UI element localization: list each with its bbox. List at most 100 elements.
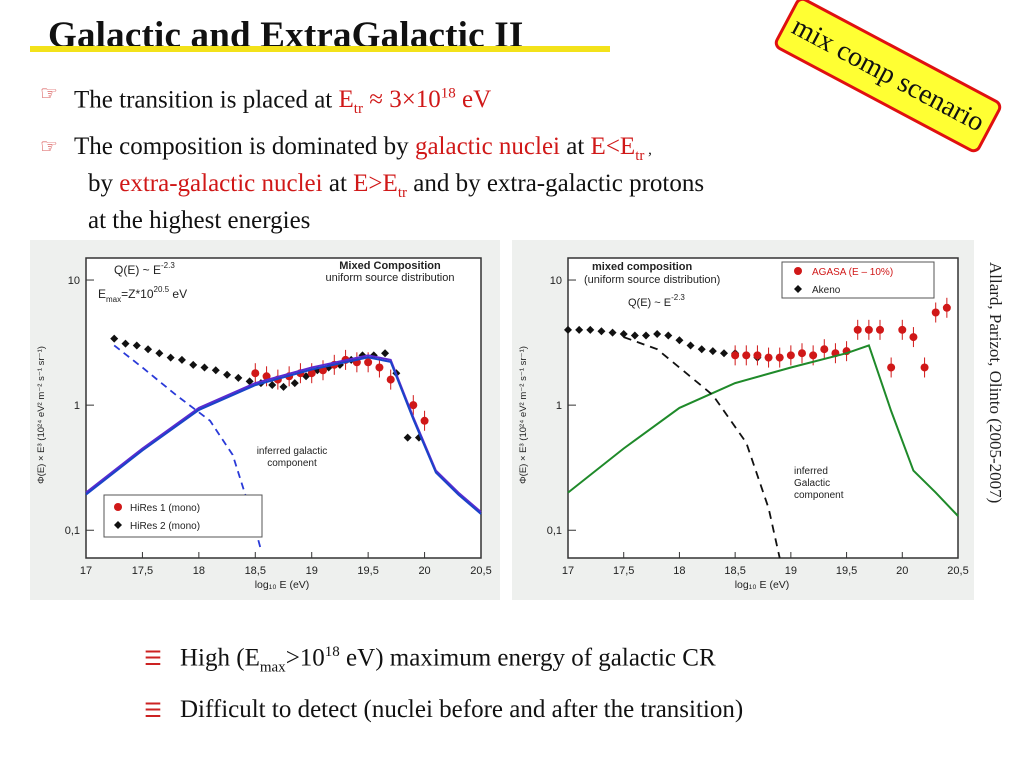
data-point: [189, 360, 198, 369]
data-point: [775, 353, 784, 362]
x-tick-label: 18,5: [724, 565, 745, 577]
data-point: [223, 370, 232, 379]
data-point: [155, 349, 164, 358]
data-point: [200, 363, 209, 372]
data-point: [720, 349, 728, 358]
plot1-xlabel: log₁₀ E (eV): [255, 579, 310, 591]
data-point: [234, 373, 243, 382]
data-point: [420, 416, 429, 425]
data-point: [909, 333, 918, 342]
x-tick-label: 19,5: [357, 565, 378, 577]
svg-text:component: component: [794, 490, 844, 501]
series-line-2: [85, 354, 482, 513]
plot1-title: Mixed Composition: [339, 260, 441, 272]
data-point: [110, 334, 119, 343]
data-point: [798, 349, 806, 358]
x-tick-label: 20: [418, 565, 430, 577]
data-point: [564, 325, 572, 334]
y-tick-label: 1: [74, 400, 80, 412]
svg-text:HiRes 2 (mono): HiRes 2 (mono): [130, 521, 200, 532]
plot2-xlabel: log₁₀ E (eV): [735, 579, 790, 591]
data-point: [121, 339, 130, 348]
data-point: [742, 351, 751, 360]
citation: Allard, Parizot, Olinto (2005-2007): [986, 262, 1005, 504]
hand-pointer-icon: ☞: [40, 136, 58, 158]
svg-text:component: component: [267, 458, 317, 469]
x-tick-label: 18: [193, 565, 205, 577]
list-bullet-icon: ☰: [144, 700, 162, 722]
svg-text:Q(E) ~ E-2.3: Q(E) ~ E-2.3: [628, 293, 685, 309]
svg-text:AGASA (E – 10%): AGASA (E – 10%): [812, 267, 893, 278]
series-line-2-b: [85, 356, 482, 515]
data-point: [262, 372, 271, 381]
y-tick-label: 10: [550, 275, 562, 287]
svg-text:HiRes 1 (mono): HiRes 1 (mono): [130, 503, 200, 514]
data-point: [177, 355, 186, 364]
bullet-composition: ☞ The composition is dominated by galacti…: [40, 133, 705, 234]
data-point: [364, 358, 373, 367]
data-point: [708, 347, 717, 356]
data-point: [753, 351, 762, 360]
data-point: [731, 351, 740, 360]
plot1-subtitle: uniform source distribution: [325, 272, 454, 284]
bottom-bullet-emax: ☰ High (Emax>1018 eV) maximum energy of g…: [144, 644, 716, 676]
data-point: [853, 325, 862, 334]
data-point: [898, 325, 907, 334]
bullet-transition: ☞ The transition is placed at Etr ≈ 3×101…: [40, 80, 491, 123]
data-point: [675, 336, 684, 345]
plot2-legend: [781, 261, 935, 299]
data-point: [369, 351, 378, 360]
data-point: [664, 331, 673, 340]
x-tick-label: 19: [306, 565, 318, 577]
data-point: [931, 308, 940, 317]
x-tick-label: 20: [896, 565, 908, 577]
data-point: [764, 353, 773, 362]
data-point: [697, 345, 706, 354]
bottom-bullet-detect: ☰ Difficult to detect (nuclei before and …: [144, 695, 743, 726]
data-point: [920, 363, 929, 372]
data-point: [381, 349, 390, 358]
data-point: [642, 331, 650, 340]
data-point: [630, 331, 639, 340]
series-line-3: [623, 336, 781, 559]
x-tick-label: 20,5: [470, 565, 491, 577]
data-point: [251, 369, 260, 378]
legend-marker-hires2: [114, 521, 122, 529]
x-tick-label: 17,5: [613, 565, 634, 577]
svg-text:Galactic: Galactic: [794, 478, 830, 489]
data-point: [268, 380, 277, 389]
data-point: [608, 328, 617, 337]
hand-pointer-icon: ☞: [40, 83, 58, 105]
data-point: [290, 379, 299, 388]
data-point: [786, 351, 795, 360]
mix-comp-stamp: mix comp scenario: [771, 0, 1005, 156]
data-point: [144, 345, 153, 354]
data-point: [409, 401, 418, 410]
y-tick-label: 0,1: [547, 525, 562, 537]
list-bullet-icon: ☰: [144, 648, 162, 671]
svg-text:Emax=Z*1020.5 eV: Emax=Z*1020.5 eV: [98, 285, 187, 304]
data-point: [575, 325, 584, 334]
plot2-subtitle: (uniform source distribution): [584, 274, 720, 286]
data-point: [586, 325, 595, 334]
plot1-ylabel: Φ(E) × E³ (10²⁴ eV² m⁻² s⁻¹ sr⁻¹): [36, 346, 47, 484]
x-tick-label: 19: [785, 565, 797, 577]
data-point: [864, 325, 873, 334]
y-tick-label: 10: [68, 275, 80, 287]
svg-text:Akeno: Akeno: [812, 285, 841, 296]
data-point: [279, 382, 288, 391]
title-underline: [30, 46, 610, 52]
data-point: [403, 433, 412, 442]
data-point: [375, 363, 384, 372]
data-point: [302, 372, 311, 381]
plot2-title: mixed composition: [592, 261, 693, 273]
data-point: [942, 303, 951, 312]
data-point: [132, 341, 141, 350]
data-point: [809, 351, 818, 360]
x-tick-label: 17: [562, 565, 574, 577]
data-point: [358, 351, 367, 360]
data-point: [166, 353, 175, 362]
svg-text:inferred galactic: inferred galactic: [257, 446, 328, 457]
y-tick-label: 0,1: [65, 525, 80, 537]
data-point: [597, 327, 606, 336]
